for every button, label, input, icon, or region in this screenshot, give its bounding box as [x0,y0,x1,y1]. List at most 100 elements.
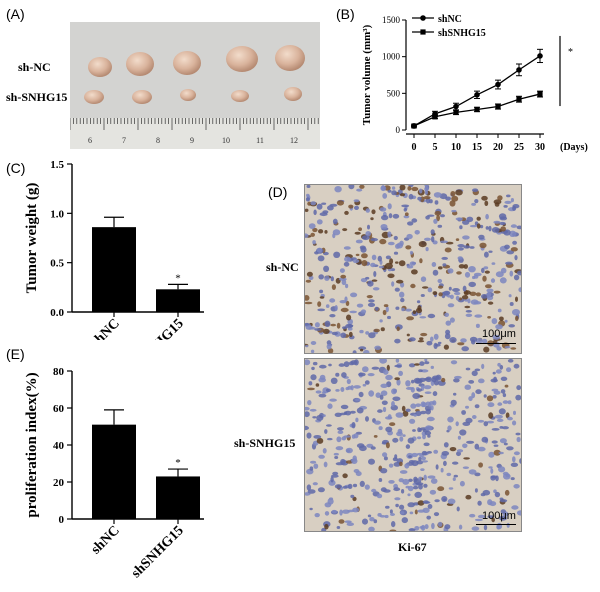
cell-nucleus [513,363,520,369]
cell-nucleus [495,369,502,374]
cell-nucleus [421,450,428,456]
cell-nucleus [395,412,404,418]
cell-nucleus [386,364,390,371]
cell-nucleus [424,237,431,241]
cell-nucleus [394,377,400,381]
cell-nucleus [515,432,521,436]
cell-nucleus [327,498,334,505]
cell-nucleus [373,271,377,277]
cell-nucleus [329,298,336,303]
cell-nucleus [331,284,336,290]
cell-nucleus [305,279,312,283]
cell-nucleus [483,524,488,531]
cell-nucleus [335,446,344,451]
cell-nucleus [435,464,439,470]
cell-nucleus [421,460,428,463]
cell-nucleus [305,359,311,366]
cell-nucleus [381,400,388,406]
cell-nucleus [402,410,409,417]
cell-nucleus [385,255,391,260]
cell-nucleus [452,477,456,481]
cell-nucleus [513,274,520,281]
cell-nucleus [468,469,477,475]
cell-nucleus [312,227,318,233]
cell-nucleus [310,201,317,206]
y-tick-label: 40 [53,440,65,452]
cell-nucleus [342,473,348,479]
cell-nucleus [408,478,413,482]
x-tick-label: shSNHG15 [129,316,187,340]
cell-nucleus [449,447,457,452]
cell-nucleus [329,314,336,318]
cell-nucleus [343,261,350,267]
cell-nucleus [492,340,498,344]
cell-nucleus [507,400,512,405]
cell-nucleus [431,377,437,383]
tumor [132,90,152,104]
cell-nucleus [433,449,439,454]
cell-nucleus [394,287,400,292]
cell-nucleus [474,404,480,409]
cell-nucleus [318,393,327,398]
cell-nucleus [331,509,337,514]
cell-nucleus [329,398,337,402]
cell-nucleus [423,377,431,381]
cell-nucleus [399,504,405,510]
cell-nucleus [440,240,448,244]
cell-nucleus [504,384,509,388]
cell-nucleus [417,436,422,440]
cell-nucleus [305,344,309,348]
cell-nucleus [484,270,490,274]
cell-nucleus [450,399,457,406]
cell-nucleus [479,224,484,229]
cell-nucleus [491,440,498,444]
cell-nucleus [432,400,437,406]
cell-nucleus [427,434,431,438]
cell-nucleus [308,381,313,386]
cell-nucleus [319,364,327,369]
cell-nucleus [353,199,360,203]
cell-nucleus [361,260,368,267]
cell-nucleus [449,317,455,323]
cell-nucleus [512,204,520,209]
cell-nucleus [312,361,318,366]
cell-nucleus [361,253,368,259]
cell-nucleus [450,191,456,197]
ruler-number: 8 [156,136,160,145]
cell-nucleus [419,258,423,264]
cell-nucleus [401,307,405,312]
cell-nucleus [413,485,419,490]
y-axis-label: Tumor volume (mm³) [361,24,373,125]
x-tick-label: 30 [535,142,545,153]
cell-nucleus [378,265,384,269]
cell-nucleus [488,412,494,419]
cell-nucleus [423,483,428,488]
cell-nucleus [515,394,521,401]
cell-nucleus [368,526,375,531]
cell-nucleus [384,514,389,519]
cell-nucleus [452,288,460,292]
cell-nucleus [371,254,377,261]
cell-nucleus [414,491,422,498]
cell-nucleus [315,383,320,387]
cell-nucleus [504,200,512,204]
cell-nucleus [334,186,342,193]
cell-nucleus [406,233,413,240]
cell-nucleus [512,309,520,316]
tumor [284,87,302,101]
cell-nucleus [430,229,435,235]
cell-nucleus [420,468,425,471]
proliferation-index-chart: 0 20 40 60 80 proliferation index(%) shNC * shSN… [24,366,204,581]
cell-nucleus [416,388,423,392]
cell-nucleus [437,224,443,228]
cell-nucleus [359,480,365,487]
cell-nucleus [487,402,495,408]
cell-nucleus [437,341,442,345]
cell-nucleus [417,427,421,433]
cell-nucleus [406,316,414,321]
cell-nucleus [309,466,314,471]
cell-nucleus [475,323,480,328]
cell-nucleus [503,205,508,208]
cell-nucleus [431,522,435,530]
cell-nucleus [513,410,516,415]
